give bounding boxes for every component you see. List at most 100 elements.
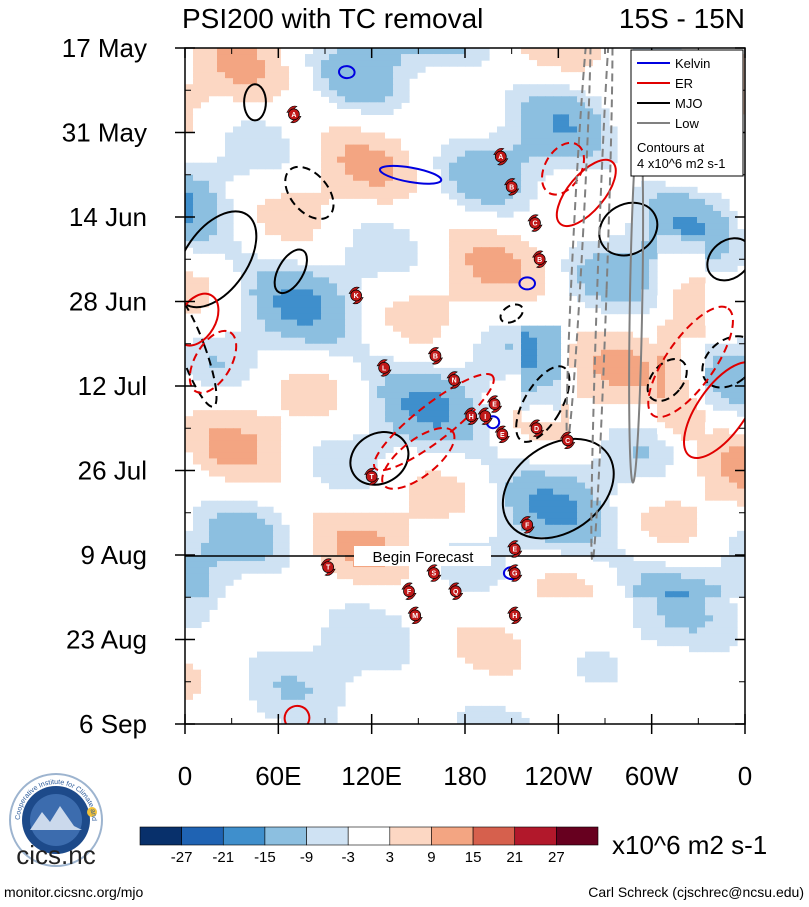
- shading-cell: [345, 603, 354, 610]
- shading-cell: [225, 500, 234, 508]
- shading-cell: [441, 404, 450, 411]
- shading-cell: [257, 150, 266, 158]
- shading-cell: [329, 295, 338, 303]
- shading-cell: [553, 422, 562, 429]
- shading-cell: [673, 422, 682, 429]
- shading-cell: [241, 331, 250, 339]
- shading-cell: [369, 126, 378, 134]
- shading-cell: [265, 603, 274, 610]
- shading-cell: [281, 530, 290, 538]
- shading-cell: [569, 500, 578, 508]
- shading-cell: [657, 416, 666, 423]
- shading-cell: [673, 530, 682, 538]
- shading-cell: [689, 349, 698, 357]
- shading-cell: [729, 229, 738, 236]
- shading-cell: [353, 259, 362, 266]
- shading-cell: [193, 60, 202, 67]
- shading-cell: [369, 90, 378, 97]
- shading-cell: [505, 349, 514, 357]
- shading-cell: [297, 416, 306, 423]
- shading-cell: [601, 494, 610, 502]
- shading-cell: [617, 452, 626, 460]
- shading-cell: [505, 102, 514, 109]
- shading-cell: [193, 108, 202, 115]
- shading-cell: [209, 464, 218, 472]
- shading-cell: [409, 150, 418, 158]
- shading-cell: [369, 422, 378, 429]
- shading-cell: [689, 518, 698, 526]
- shading-cell: [265, 561, 274, 568]
- shading-cell: [265, 138, 274, 146]
- shading-cell: [545, 386, 554, 393]
- shading-cell: [673, 337, 682, 345]
- shading-cell: [737, 542, 745, 550]
- shading-cell: [737, 253, 745, 260]
- shading-cell: [513, 150, 522, 158]
- shading-cell: [313, 325, 322, 333]
- shading-cell: [553, 603, 562, 610]
- shading-cell: [705, 379, 714, 387]
- shading-cell: [481, 295, 490, 303]
- shading-cell: [377, 434, 386, 441]
- shading-cell: [369, 434, 378, 441]
- shading-cell: [281, 319, 290, 327]
- shading-cell: [593, 379, 602, 387]
- shading-cell: [633, 573, 642, 580]
- shading-cell: [521, 235, 530, 242]
- shading-cell: [649, 434, 658, 441]
- shading-cell: [329, 404, 338, 411]
- shading-cell: [721, 609, 730, 616]
- shading-cell: [305, 379, 314, 387]
- shading-cell: [217, 204, 226, 212]
- shading-cell: [329, 156, 338, 164]
- shading-cell: [289, 259, 298, 266]
- shading-cell: [409, 416, 418, 423]
- shading-cell: [305, 404, 314, 411]
- shading-cell: [233, 343, 242, 351]
- shading-cell: [417, 174, 426, 182]
- shading-cell: [641, 518, 650, 526]
- shading-cell: [417, 319, 426, 327]
- shading-cell: [409, 343, 418, 351]
- shading-cell: [529, 138, 538, 146]
- shading-cell: [297, 325, 306, 333]
- shading-cell: [337, 283, 346, 291]
- shading-cell: [497, 506, 506, 514]
- shading-cell: [457, 392, 466, 399]
- shading-cell: [433, 524, 442, 532]
- shading-cell: [633, 186, 642, 194]
- shading-cell: [641, 277, 650, 284]
- shading-cell: [329, 645, 338, 653]
- shading-cell: [193, 591, 202, 598]
- shading-cell: [329, 518, 338, 526]
- shading-cell: [377, 307, 386, 315]
- shading-cell: [273, 186, 282, 194]
- shading-cell: [497, 500, 506, 508]
- shading-cell: [441, 90, 450, 97]
- shading-cell: [241, 367, 250, 375]
- shading-cell: [305, 416, 314, 423]
- shading-cell: [665, 591, 674, 598]
- shading-cell: [569, 138, 578, 146]
- shading-cell: [593, 398, 602, 405]
- shading-cell: [585, 597, 594, 604]
- shading-cell: [377, 96, 386, 103]
- shading-cell: [417, 307, 426, 315]
- shading-cell: [425, 367, 434, 375]
- shading-cell: [609, 530, 618, 538]
- shading-cell: [369, 247, 378, 254]
- shading-cell: [681, 536, 690, 544]
- shading-cell: [273, 78, 282, 85]
- shading-cell: [569, 132, 578, 140]
- shading-cell: [433, 621, 442, 629]
- shading-cell: [249, 410, 258, 417]
- shading-cell: [681, 325, 690, 333]
- shading-cell: [665, 319, 674, 327]
- shading-cell: [377, 416, 386, 423]
- shading-cell: [393, 482, 402, 490]
- shading-cell: [265, 259, 274, 266]
- shading-cell: [593, 241, 602, 248]
- shading-cell: [441, 174, 450, 182]
- shading-cell: [569, 530, 578, 538]
- shading-cell: [537, 349, 546, 357]
